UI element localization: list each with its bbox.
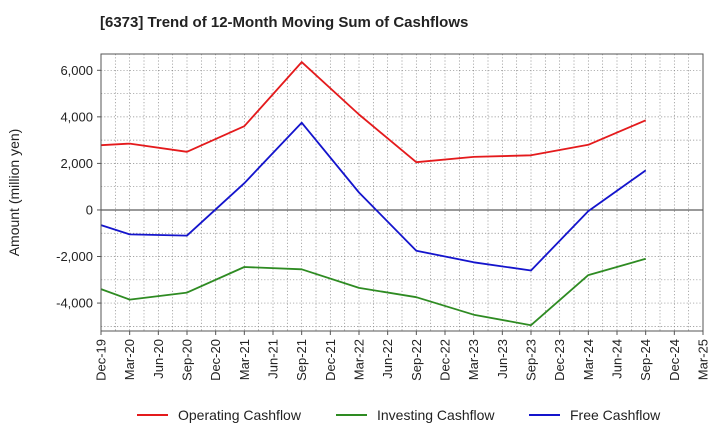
- legend: Operating Cashflow Investing Cashflow Free…: [137, 407, 661, 423]
- y-tick-label: 0: [86, 202, 93, 217]
- y-tick-label: 2,000: [60, 156, 93, 171]
- y-tick-label: -2,000: [56, 249, 93, 264]
- y-axis-ticks: 6,000 4,000 2,000 0 -2,000 -4,000: [56, 63, 101, 311]
- legend-label-operating-cashflow: Operating Cashflow: [178, 407, 302, 423]
- x-tick-label: Sep-22: [409, 339, 424, 381]
- x-tick-label: Mar-22: [352, 339, 367, 380]
- x-tick-label: Jun-22: [380, 339, 395, 379]
- x-tick-label: Mar-24: [581, 339, 596, 380]
- y-tick-label: 6,000: [60, 63, 93, 78]
- x-tick-label: Jun-21: [266, 339, 281, 379]
- grid-layer: [101, 54, 703, 331]
- series-layer: [100, 61, 647, 327]
- legend-label-investing-cashflow: Investing Cashflow: [377, 407, 495, 423]
- x-tick-label: Dec-20: [208, 339, 223, 381]
- y-tick-label: -4,000: [56, 296, 93, 311]
- chart-title: [6373] Trend of 12-Month Moving Sum of C…: [100, 14, 469, 31]
- y-tick-label: 4,000: [60, 109, 93, 124]
- x-tick-label: Dec-24: [667, 339, 682, 381]
- x-axis-ticks: Dec-19 Mar-20 Jun-20 Sep-20 Dec-20 Mar-21 Jun-…: [94, 331, 711, 381]
- x-tick-label: Mar-25: [696, 339, 711, 380]
- x-tick-label: Jun-20: [151, 339, 166, 379]
- x-tick-label: Sep-20: [180, 339, 195, 381]
- x-tick-label: Dec-22: [438, 339, 453, 381]
- x-tick-label: Jun-23: [495, 339, 510, 379]
- series-line-free-cashflow: [100, 121, 647, 272]
- series-line-operating-cashflow: [100, 61, 647, 164]
- x-tick-label: Jun-24: [610, 339, 625, 379]
- x-tick-label: Dec-21: [323, 339, 338, 381]
- series-line-investing-cashflow: [100, 257, 646, 327]
- x-tick-label: Sep-24: [638, 339, 653, 381]
- x-tick-label: Mar-21: [237, 339, 252, 380]
- y-axis-label: Amount (million yen): [6, 129, 22, 257]
- plot-frame: [100, 53, 704, 332]
- x-tick-label: Dec-23: [552, 339, 567, 381]
- x-tick-label: Mar-23: [466, 339, 481, 380]
- x-tick-label: Dec-19: [94, 339, 109, 381]
- x-tick-label: Mar-20: [122, 339, 137, 380]
- legend-label-free-cashflow: Free Cashflow: [570, 407, 661, 423]
- x-tick-label: Sep-21: [294, 339, 309, 381]
- x-tick-label: Sep-23: [524, 339, 539, 381]
